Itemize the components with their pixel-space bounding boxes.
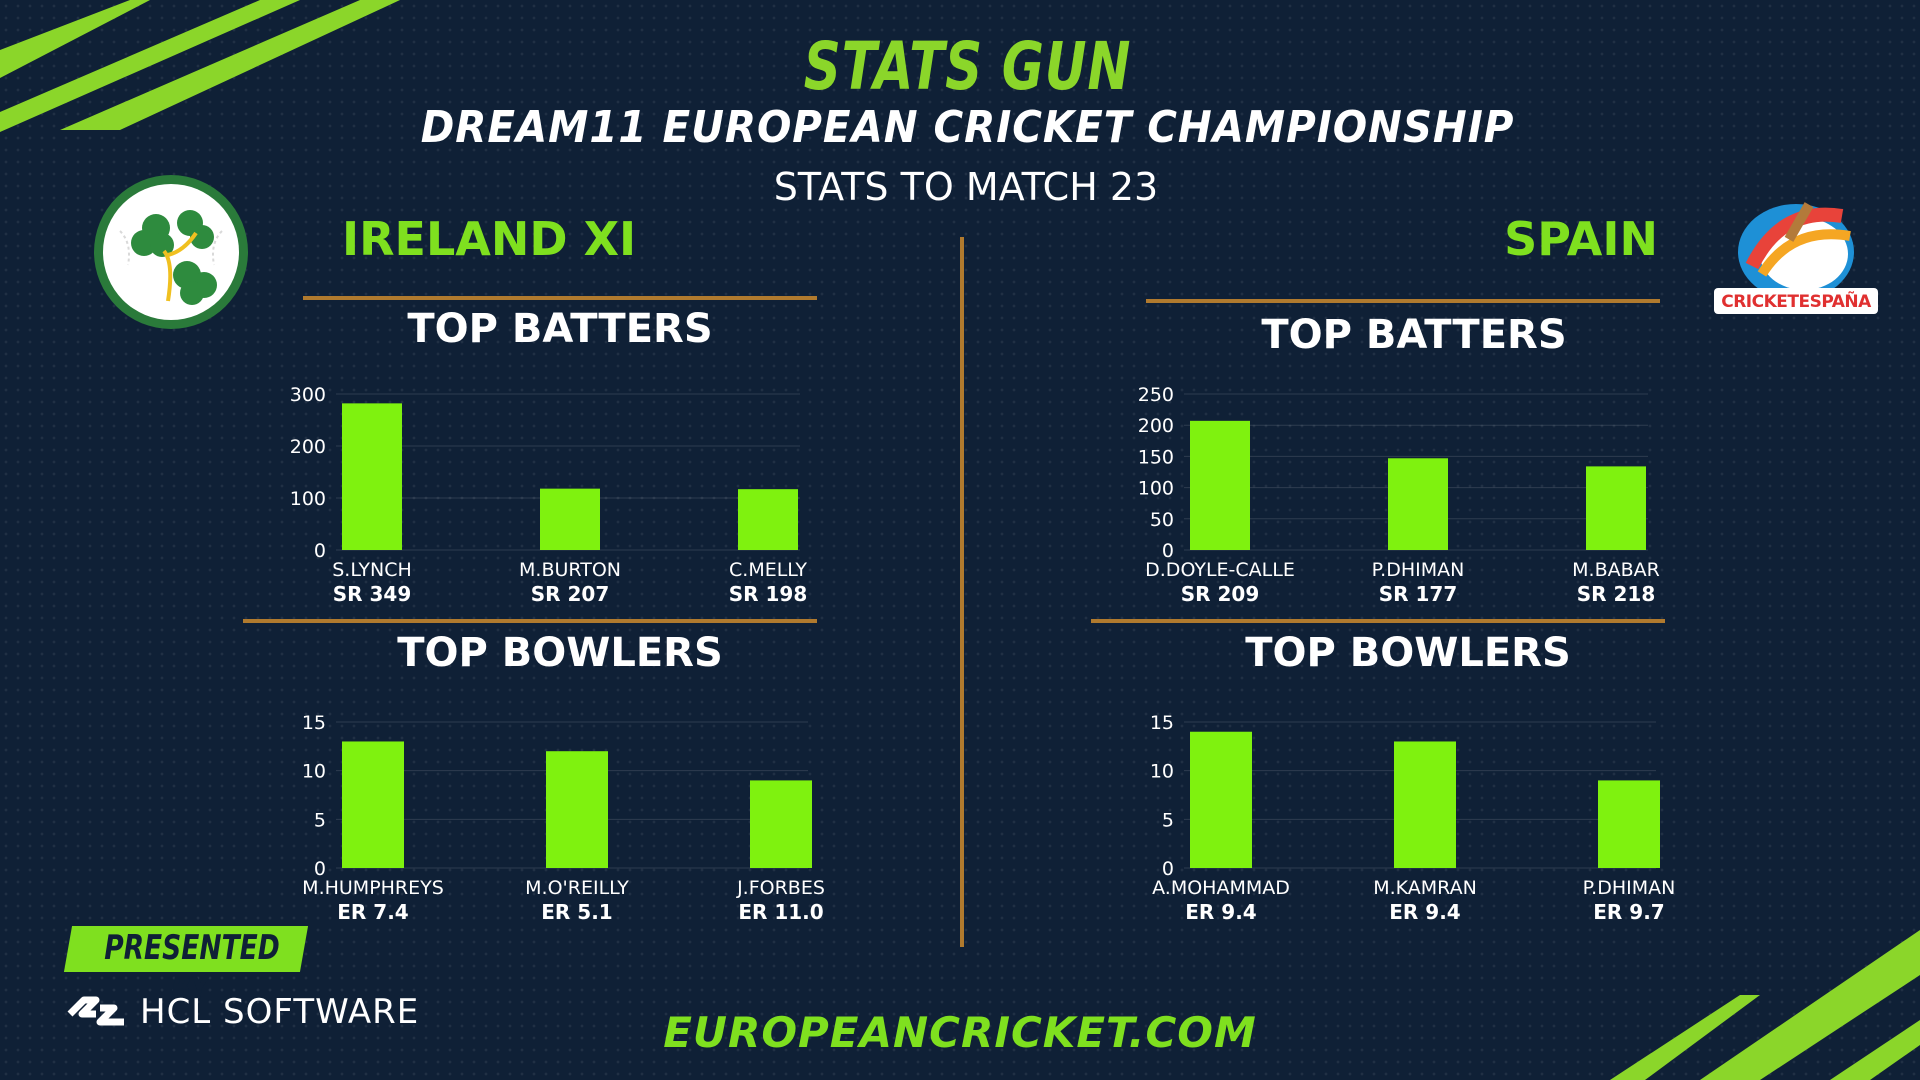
bar-sublabel: SR 349 (333, 582, 412, 606)
category-label: P.DHIMAN (1372, 559, 1465, 581)
y-tick-label: 0 (1162, 858, 1174, 880)
bar (738, 489, 798, 550)
spain-bowlers-title: TOP BOWLERS (1245, 630, 1571, 676)
category-label: M.HUMPHREYS (302, 877, 444, 899)
bar (750, 780, 812, 868)
presented-by-label: PRESENTED BY (104, 928, 280, 1008)
bar (342, 403, 402, 550)
spain-header-rule (1146, 299, 1660, 303)
ireland-mid-rule (243, 619, 817, 623)
y-tick-label: 50 (1150, 509, 1174, 531)
category-label: D.DOYLE-CALLE (1145, 559, 1295, 581)
ireland-batters-title: TOP BATTERS (407, 306, 713, 352)
category-label: M.KAMRAN (1373, 877, 1477, 899)
bar-sublabel: ER 5.1 (541, 900, 612, 924)
category-label: J.FORBES (736, 877, 825, 899)
bar-sublabel: ER 9.4 (1389, 900, 1460, 924)
y-tick-label: 200 (1138, 415, 1174, 437)
category-label: M.O'REILLY (525, 877, 629, 899)
bar (342, 741, 404, 868)
y-tick-label: 15 (302, 712, 326, 734)
team-name-ireland: IRELAND XI (342, 212, 637, 266)
y-tick-label: 0 (314, 540, 326, 562)
bar-sublabel: ER 11.0 (738, 900, 823, 924)
category-label: S.LYNCH (332, 559, 412, 581)
bar (540, 488, 600, 550)
sponsor-name: HCL SOFTWARE (140, 992, 420, 1032)
y-tick-label: 10 (302, 761, 326, 783)
bar-sublabel: SR 209 (1181, 582, 1260, 606)
center-divider (960, 237, 964, 947)
team-name-spain: SPAIN (1504, 212, 1658, 266)
category-label: C.MELLY (729, 559, 807, 581)
cricket-espana-logo-icon (1714, 202, 1878, 314)
category-label: A.MOHAMMAD (1152, 877, 1290, 899)
y-tick-label: 300 (290, 384, 326, 406)
bar (1190, 731, 1252, 868)
y-tick-label: 100 (290, 488, 326, 510)
ireland-header-rule (303, 296, 817, 300)
category-label: P.DHIMAN (1583, 877, 1676, 899)
category-label: M.BURTON (519, 559, 621, 581)
cricket-espana-logo-text: CRICKETESPAÑA (1721, 292, 1871, 312)
y-tick-label: 15 (1150, 712, 1174, 734)
y-tick-label: 0 (314, 858, 326, 880)
bar-sublabel: ER 7.4 (337, 900, 408, 924)
page-title: STATS GUN (803, 28, 1132, 105)
hcl-logo-icon (67, 996, 124, 1026)
bar (1598, 780, 1660, 868)
y-tick-label: 150 (1138, 446, 1174, 468)
bar (1190, 420, 1250, 550)
bar-sublabel: ER 9.7 (1593, 900, 1664, 924)
y-tick-label: 250 (1138, 384, 1174, 406)
y-tick-label: 0 (1162, 540, 1174, 562)
bar (1388, 458, 1448, 550)
spain-batters-title: TOP BATTERS (1261, 312, 1567, 358)
championship-subtitle: DREAM11 EUROPEAN CRICKET CHAMPIONSHIP (420, 102, 1515, 153)
stats-to-match-label: STATS TO MATCH 23 (773, 165, 1159, 209)
bar-sublabel: SR 218 (1577, 582, 1656, 606)
bar (1394, 741, 1456, 868)
y-tick-label: 5 (1162, 809, 1174, 831)
bar-sublabel: SR 198 (729, 582, 808, 606)
bar-sublabel: ER 9.4 (1185, 900, 1256, 924)
website-url[interactable]: EUROPEANCRICKET.COM (663, 1008, 1257, 1057)
bar-sublabel: SR 207 (531, 582, 610, 606)
ireland-bowlers-title: TOP BOWLERS (397, 630, 723, 676)
spain-mid-rule (1091, 619, 1665, 623)
ireland-cricket-logo-icon (94, 175, 248, 329)
bar-sublabel: SR 177 (1379, 582, 1458, 606)
y-tick-label: 100 (1138, 478, 1174, 500)
y-tick-label: 10 (1150, 761, 1174, 783)
y-tick-label: 5 (314, 809, 326, 831)
y-tick-label: 200 (290, 436, 326, 458)
bar (1586, 466, 1646, 550)
bar (546, 751, 608, 868)
category-label: M.BABAR (1572, 559, 1660, 581)
